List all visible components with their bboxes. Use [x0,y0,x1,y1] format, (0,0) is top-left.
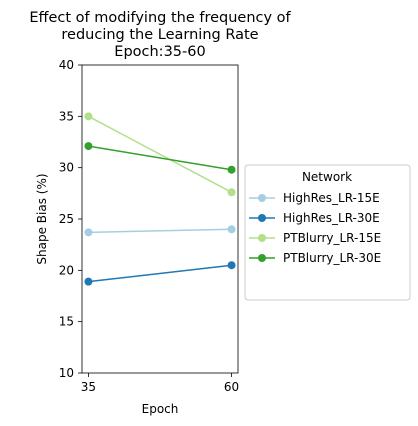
title-line-1: Effect of modifying the frequency of [29,10,291,26]
plot-area [81,64,239,374]
legend-entry-3: PTBlurry_LR-30E [249,251,381,265]
legend-entry-0: HighRes_LR-15E [249,191,380,205]
series-line [88,228,232,234]
legend-label: HighRes_LR-30E [283,211,380,225]
y-axis-ticks: 10 15 20 25 30 35 40 [59,58,82,380]
data-point [84,112,93,121]
data-point [84,228,93,237]
x-axis-label: Epoch [142,402,179,416]
legend-entry-2: PTBlurry_LR-15E [249,231,381,245]
legend: Network HighRes_LR-15E HighRes_LR-30E PTBl… [244,164,411,301]
series-2 [84,112,236,197]
legend-marker [258,214,266,222]
data-point [227,188,236,197]
x-axis-ticks: 35 60 [81,373,239,394]
series-line [88,264,232,283]
data-point [227,165,236,174]
legend-frame [244,164,411,301]
y-tick-label: 20 [59,263,74,277]
y-tick-label: 25 [59,212,74,226]
chart-title: Effect of modifying the frequency of red… [29,10,291,60]
legend-entry-1: HighRes_LR-30E [249,211,380,225]
legend-marker [258,234,266,242]
legend-title: Network [302,170,352,184]
legend-marker [258,254,266,262]
plot-frame [81,64,239,374]
series-0 [84,225,236,237]
data-point [84,142,93,151]
legend-marker [258,194,266,202]
y-axis-label: Shape Bias (%) [35,173,49,264]
x-tick-label: 60 [224,380,239,394]
series-line [88,145,232,171]
x-tick-label: 35 [81,380,96,394]
legend-label: PTBlurry_LR-15E [283,231,381,245]
data-point [227,225,236,234]
title-line-3: Epoch:35-60 [114,44,205,60]
legend-label: PTBlurry_LR-30E [283,251,381,265]
data-point [84,277,93,286]
legend-label: HighRes_LR-15E [283,191,380,205]
series-3 [84,142,236,174]
y-tick-label: 30 [59,161,74,175]
series-1 [84,261,236,286]
y-tick-label: 15 [59,315,74,329]
series-line [88,115,232,193]
y-tick-label: 35 [59,109,74,123]
data-point [227,261,236,270]
y-tick-label: 10 [59,366,74,380]
y-tick-label: 40 [59,58,74,72]
title-line-2: reducing the Learning Rate [61,27,258,43]
